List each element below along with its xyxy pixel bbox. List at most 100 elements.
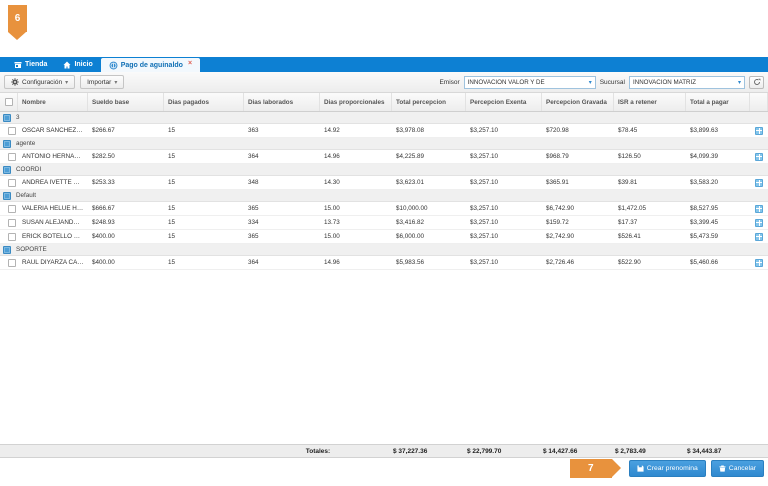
group-row[interactable]: Default (0, 190, 768, 202)
cell-dias-laborados: 363 (248, 127, 259, 134)
table-row[interactable]: OSCAR SANCHEZ SE... $266.67 15 363 14.92… (0, 124, 768, 138)
cell-dias-proporcionales: 14.30 (324, 179, 340, 186)
cell-percepcion-exenta: $3,257.10 (470, 127, 499, 134)
row-checkbox[interactable] (8, 218, 16, 227)
group-row[interactable]: 3 (0, 112, 768, 124)
cell-total-percepcion: $5,983.56 (396, 259, 425, 266)
tab-close-icon[interactable]: × (187, 59, 193, 67)
row-detail-icon[interactable] (755, 232, 763, 241)
table-row[interactable]: ANDREA IVETTE MO... $253.33 15 348 14.30… (0, 176, 768, 190)
column-header-total-percepcion[interactable]: Total percepcion (392, 93, 466, 111)
select-all-checkbox[interactable] (4, 98, 13, 106)
row-detail-icon[interactable] (755, 204, 763, 213)
cell-dias-proporcionales: 15.00 (324, 233, 340, 240)
cell-percepcion-exenta: $3,257.10 (470, 219, 499, 226)
column-header-percepcion-exenta[interactable]: Percepcion Exenta (466, 93, 542, 111)
crear-prenomina-button[interactable]: Crear prenomina (628, 460, 706, 477)
column-header-dias-laborados[interactable]: Dias laborados (244, 93, 320, 111)
row-checkbox[interactable] (8, 178, 16, 187)
column-header-isr-a-retener[interactable]: ISR a retener (614, 93, 686, 111)
home-icon (63, 61, 71, 69)
row-checkbox[interactable] (8, 232, 16, 241)
tab-inicio[interactable]: Inicio (55, 57, 100, 72)
row-checkbox[interactable] (8, 204, 16, 213)
cell-percepcion-exenta: $3,257.10 (470, 259, 499, 266)
cell-total-percepcion: $3,978.08 (396, 127, 425, 134)
group-checkbox[interactable] (3, 113, 11, 122)
store-icon (14, 61, 22, 69)
cell-dias-laborados: 365 (248, 233, 259, 240)
cell-total-percepcion: $3,416.82 (396, 219, 425, 226)
cell-isr-a-retener: $78.45 (618, 127, 638, 134)
row-checkbox[interactable] (8, 258, 16, 267)
group-label: agente (16, 140, 36, 147)
cell-isr-a-retener: $522.90 (618, 259, 641, 266)
sucursal-value: INNOVACION MATRIZ (633, 78, 697, 86)
row-detail-icon[interactable] (755, 178, 763, 187)
table-row[interactable]: ANTONIO HERNANDE... $282.50 15 364 14.96… (0, 150, 768, 164)
cell-total-percepcion: $6,000.00 (396, 233, 425, 240)
cell-dias-pagados: 15 (168, 205, 176, 212)
crear-prenomina-label: Crear prenomina (646, 465, 698, 472)
cell-sueldo-base: $400.00 (92, 259, 115, 266)
configuracion-button[interactable]: Configuración ▾ (4, 75, 76, 89)
table-row[interactable]: ERICK BOTELLO MEN... $400.00 15 365 15.0… (0, 230, 768, 244)
group-checkbox[interactable] (3, 165, 11, 174)
app-window: Tienda Inicio Pago de aguinaldo × (0, 57, 768, 486)
group-checkbox[interactable] (3, 139, 11, 148)
aguinaldo-coin-icon (109, 61, 118, 70)
row-detail-icon[interactable] (755, 258, 763, 267)
row-detail-icon[interactable] (755, 126, 763, 135)
chevron-down-icon: ▾ (737, 79, 741, 86)
refresh-button[interactable] (749, 75, 764, 89)
tab-pago-label: Pago de aguinaldo (120, 61, 183, 69)
cell-nombre: ANTONIO HERNANDE... (22, 153, 88, 160)
cell-sueldo-base: $266.67 (92, 127, 115, 134)
group-checkbox[interactable] (3, 191, 11, 200)
tab-tienda[interactable]: Tienda (6, 57, 55, 72)
cell-percepcion-gravada: $720.98 (546, 127, 569, 134)
gear-icon (11, 78, 19, 86)
cell-percepcion-exenta: $3,257.10 (470, 153, 499, 160)
cell-dias-proporcionales: 15.00 (324, 205, 340, 212)
group-label: Default (16, 192, 36, 199)
cell-dias-pagados: 15 (168, 127, 176, 134)
importar-button[interactable]: Importar ▾ (80, 75, 125, 89)
row-checkbox[interactable] (8, 152, 16, 161)
cell-total-a-pagar: $3,899.63 (690, 127, 719, 134)
cell-total-a-pagar: $5,473.59 (690, 233, 719, 240)
emisor-label: Emisor (439, 78, 460, 86)
group-row[interactable]: SOPORTE (0, 244, 768, 256)
row-detail-icon[interactable] (755, 218, 763, 227)
cell-percepcion-exenta: $3,257.10 (470, 205, 499, 212)
total-a-pagar-total: $ 34,443.87 (687, 447, 722, 455)
group-checkbox[interactable] (3, 245, 11, 254)
cell-total-a-pagar: $5,460.66 (690, 259, 719, 266)
column-header-sueldo-base[interactable]: Sueldo base (88, 93, 164, 111)
column-header-percepcion-gravada[interactable]: Percepcion Gravada (542, 93, 614, 111)
column-header-dias-pagados[interactable]: Dias pagados (164, 93, 244, 111)
cell-isr-a-retener: $17.37 (618, 219, 638, 226)
percepcion-exenta-total: $ 22,799.70 (467, 447, 502, 455)
column-header-total-a-pagar[interactable]: Total a pagar (686, 93, 750, 111)
table-row[interactable]: RAUL DIYARZA CANA... $400.00 15 364 14.9… (0, 256, 768, 270)
cell-total-percepcion: $4,225.89 (396, 153, 425, 160)
cancelar-button[interactable]: Cancelar (710, 460, 764, 477)
table-row[interactable]: VALERIA HELUE HER... $666.67 15 365 15.0… (0, 202, 768, 216)
row-detail-icon[interactable] (755, 152, 763, 161)
cell-isr-a-retener: $126.50 (618, 153, 641, 160)
percepcion-gravada-total: $ 14,427.66 (543, 447, 578, 455)
group-row[interactable]: COORDI (0, 164, 768, 176)
cell-isr-a-retener: $526.41 (618, 233, 641, 240)
sucursal-select[interactable]: INNOVACION MATRIZ ▾ (629, 75, 745, 89)
cell-nombre: ANDREA IVETTE MO... (22, 179, 88, 186)
chevron-down-icon: ▾ (114, 79, 118, 86)
table-row[interactable]: SUSAN ALEJANDRA S... $248.93 15 334 13.7… (0, 216, 768, 230)
group-row[interactable]: agente (0, 138, 768, 150)
column-header-nombre[interactable]: Nombre (18, 93, 88, 111)
tab-pago-de-aguinaldo[interactable]: Pago de aguinaldo × (100, 58, 201, 72)
row-checkbox[interactable] (8, 126, 16, 135)
column-header-dias-proporcionales[interactable]: Dias proporcionales (320, 93, 392, 111)
emisor-select[interactable]: INNOVACION VALOR Y DE ▾ (463, 75, 596, 89)
